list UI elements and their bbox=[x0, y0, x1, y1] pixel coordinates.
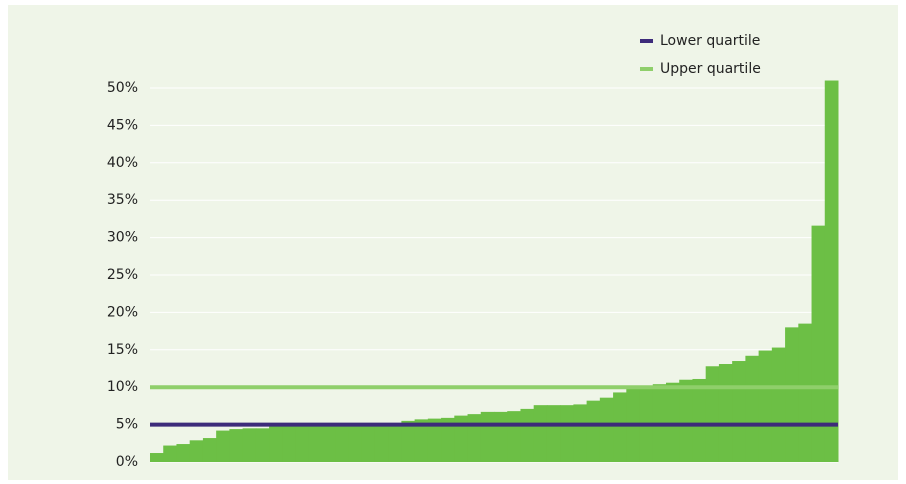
bar bbox=[507, 411, 521, 462]
bar bbox=[705, 366, 720, 462]
bar bbox=[771, 347, 786, 462]
bar bbox=[348, 424, 363, 462]
bar bbox=[441, 417, 455, 462]
legend-swatch bbox=[640, 67, 653, 71]
bar bbox=[467, 414, 482, 462]
y-tick-label: 10% bbox=[107, 379, 138, 395]
bar bbox=[150, 453, 164, 462]
bar bbox=[308, 424, 323, 462]
bar bbox=[163, 445, 177, 462]
legend-label: Upper quartile bbox=[660, 61, 761, 77]
bar bbox=[666, 382, 680, 462]
bar bbox=[176, 444, 191, 462]
bar bbox=[494, 411, 508, 462]
bar bbox=[322, 424, 336, 462]
bar bbox=[692, 378, 707, 462]
bar bbox=[533, 405, 548, 462]
bar bbox=[718, 364, 733, 462]
legend-label: Lower quartile bbox=[660, 33, 760, 49]
bar bbox=[613, 392, 627, 462]
bar bbox=[758, 350, 773, 462]
legend-swatch bbox=[640, 39, 653, 43]
bar bbox=[229, 429, 244, 462]
bar bbox=[586, 400, 601, 462]
y-tick-label: 25% bbox=[107, 267, 138, 283]
bar bbox=[374, 423, 389, 462]
bar bbox=[811, 225, 826, 462]
bar bbox=[679, 379, 693, 462]
bar bbox=[189, 440, 204, 462]
bar bbox=[546, 405, 561, 462]
bar bbox=[824, 80, 839, 463]
bar bbox=[414, 419, 429, 462]
bar bbox=[335, 424, 349, 462]
y-tick-label: 15% bbox=[107, 342, 138, 358]
y-tick-label: 50% bbox=[107, 80, 138, 96]
bar bbox=[785, 327, 799, 462]
y-tick-label: 5% bbox=[116, 417, 138, 433]
bar bbox=[242, 428, 257, 462]
bar bbox=[269, 425, 283, 462]
y-tick-label: 45% bbox=[107, 117, 138, 133]
bar bbox=[401, 420, 416, 462]
bar bbox=[216, 430, 230, 462]
bar bbox=[388, 423, 402, 462]
bar bbox=[454, 415, 469, 462]
bar bbox=[427, 418, 442, 462]
y-tick-label: 30% bbox=[107, 230, 138, 246]
bar bbox=[520, 408, 535, 462]
bar bbox=[361, 423, 376, 462]
bar bbox=[282, 424, 297, 462]
bar bbox=[732, 361, 746, 462]
bar bbox=[560, 405, 574, 462]
bar bbox=[202, 438, 217, 462]
y-tick-label: 40% bbox=[107, 155, 138, 171]
y-tick-label: 0% bbox=[116, 454, 138, 470]
y-tick-label: 20% bbox=[107, 304, 138, 320]
bar bbox=[295, 424, 310, 462]
bar bbox=[573, 404, 588, 462]
bar bbox=[480, 411, 495, 462]
bar bbox=[255, 428, 270, 462]
bar bbox=[599, 397, 614, 462]
bar bbox=[798, 323, 813, 462]
bar bbox=[745, 355, 760, 462]
y-tick-label: 35% bbox=[107, 192, 138, 208]
